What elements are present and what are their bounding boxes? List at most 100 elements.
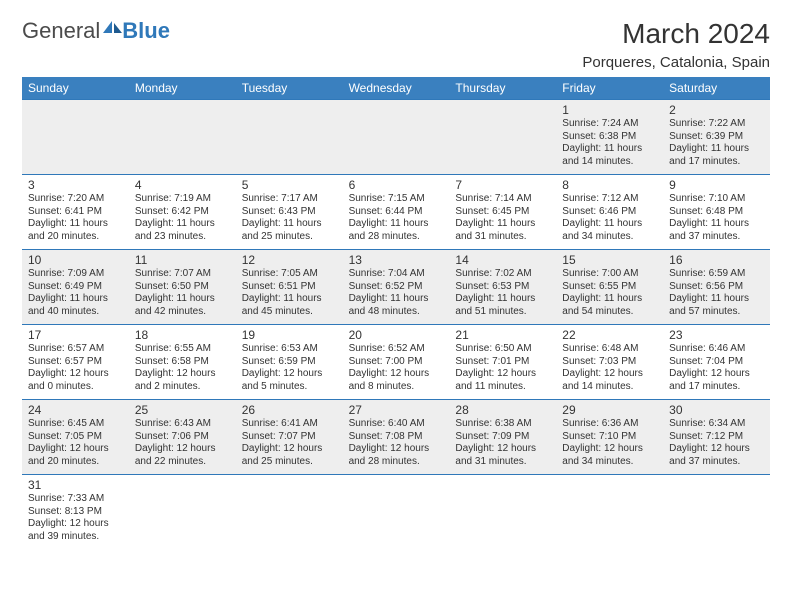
calendar-empty-cell (449, 474, 556, 549)
day-number: 18 (135, 328, 230, 342)
day1-text: Daylight: 12 hours (242, 368, 337, 381)
sunset-text: Sunset: 6:55 PM (562, 281, 657, 294)
day2-text: and 14 minutes. (562, 381, 657, 394)
day-number: 31 (28, 478, 123, 492)
day1-text: Daylight: 11 hours (349, 293, 444, 306)
calendar-day-cell: 19Sunrise: 6:53 AMSunset: 6:59 PMDayligh… (236, 324, 343, 399)
sunrise-text: Sunrise: 7:09 AM (28, 268, 123, 281)
calendar-empty-cell (129, 99, 236, 174)
day2-text: and 20 minutes. (28, 231, 123, 244)
calendar-week-row: 10Sunrise: 7:09 AMSunset: 6:49 PMDayligh… (22, 249, 770, 324)
calendar-empty-cell (129, 474, 236, 549)
day1-text: Daylight: 12 hours (28, 518, 123, 531)
day-number: 30 (669, 403, 764, 417)
day-number: 16 (669, 253, 764, 267)
day-number: 5 (242, 178, 337, 192)
calendar-empty-cell (343, 99, 450, 174)
day-number: 8 (562, 178, 657, 192)
day2-text: and 37 minutes. (669, 231, 764, 244)
calendar-day-cell: 24Sunrise: 6:45 AMSunset: 7:05 PMDayligh… (22, 399, 129, 474)
day-number: 19 (242, 328, 337, 342)
day-number: 23 (669, 328, 764, 342)
weekday-header: Saturday (663, 77, 770, 99)
day-number: 12 (242, 253, 337, 267)
day1-text: Daylight: 12 hours (349, 368, 444, 381)
day2-text: and 8 minutes. (349, 381, 444, 394)
day-number: 6 (349, 178, 444, 192)
day-number: 17 (28, 328, 123, 342)
calendar-day-cell: 8Sunrise: 7:12 AMSunset: 6:46 PMDaylight… (556, 174, 663, 249)
calendar: Sunday Monday Tuesday Wednesday Thursday… (22, 77, 770, 549)
day1-text: Daylight: 11 hours (135, 218, 230, 231)
sunrise-text: Sunrise: 6:50 AM (455, 343, 550, 356)
day-number: 22 (562, 328, 657, 342)
day1-text: Daylight: 12 hours (28, 368, 123, 381)
brand-word-general: General (22, 18, 100, 44)
day-number: 14 (455, 253, 550, 267)
sunset-text: Sunset: 6:52 PM (349, 281, 444, 294)
day2-text: and 34 minutes. (562, 456, 657, 469)
calendar-day-cell: 26Sunrise: 6:41 AMSunset: 7:07 PMDayligh… (236, 399, 343, 474)
calendar-day-cell: 4Sunrise: 7:19 AMSunset: 6:42 PMDaylight… (129, 174, 236, 249)
calendar-day-cell: 11Sunrise: 7:07 AMSunset: 6:50 PMDayligh… (129, 249, 236, 324)
calendar-day-cell: 30Sunrise: 6:34 AMSunset: 7:12 PMDayligh… (663, 399, 770, 474)
sunset-text: Sunset: 6:56 PM (669, 281, 764, 294)
weekday-header: Thursday (449, 77, 556, 99)
day2-text: and 20 minutes. (28, 456, 123, 469)
sunrise-text: Sunrise: 7:22 AM (669, 118, 764, 131)
day1-text: Daylight: 12 hours (135, 368, 230, 381)
calendar-empty-cell (236, 474, 343, 549)
calendar-week-row: 17Sunrise: 6:57 AMSunset: 6:57 PMDayligh… (22, 324, 770, 399)
sunrise-text: Sunrise: 7:17 AM (242, 193, 337, 206)
sunrise-text: Sunrise: 6:45 AM (28, 418, 123, 431)
day2-text: and 51 minutes. (455, 306, 550, 319)
sunrise-text: Sunrise: 6:52 AM (349, 343, 444, 356)
sunset-text: Sunset: 6:48 PM (669, 206, 764, 219)
page-header: General Blue March 2024 Porqueres, Catal… (22, 18, 770, 71)
sunset-text: Sunset: 6:45 PM (455, 206, 550, 219)
day1-text: Daylight: 12 hours (135, 443, 230, 456)
calendar-day-cell: 14Sunrise: 7:02 AMSunset: 6:53 PMDayligh… (449, 249, 556, 324)
sunset-text: Sunset: 8:13 PM (28, 506, 123, 519)
weekday-header: Wednesday (343, 77, 450, 99)
day-number: 28 (455, 403, 550, 417)
day1-text: Daylight: 11 hours (562, 143, 657, 156)
sunrise-text: Sunrise: 7:15 AM (349, 193, 444, 206)
sunrise-text: Sunrise: 6:46 AM (669, 343, 764, 356)
day2-text: and 5 minutes. (242, 381, 337, 394)
calendar-day-cell: 3Sunrise: 7:20 AMSunset: 6:41 PMDaylight… (22, 174, 129, 249)
sunset-text: Sunset: 6:42 PM (135, 206, 230, 219)
sunrise-text: Sunrise: 7:00 AM (562, 268, 657, 281)
day1-text: Daylight: 11 hours (455, 218, 550, 231)
weekday-header-row: Sunday Monday Tuesday Wednesday Thursday… (22, 77, 770, 99)
calendar-empty-cell (449, 99, 556, 174)
sunset-text: Sunset: 6:53 PM (455, 281, 550, 294)
sunrise-text: Sunrise: 7:07 AM (135, 268, 230, 281)
calendar-day-cell: 17Sunrise: 6:57 AMSunset: 6:57 PMDayligh… (22, 324, 129, 399)
day2-text: and 34 minutes. (562, 231, 657, 244)
calendar-week-row: 3Sunrise: 7:20 AMSunset: 6:41 PMDaylight… (22, 174, 770, 249)
day2-text: and 42 minutes. (135, 306, 230, 319)
sunrise-text: Sunrise: 7:19 AM (135, 193, 230, 206)
day1-text: Daylight: 12 hours (669, 443, 764, 456)
sunset-text: Sunset: 7:06 PM (135, 431, 230, 444)
calendar-day-cell: 23Sunrise: 6:46 AMSunset: 7:04 PMDayligh… (663, 324, 770, 399)
sunset-text: Sunset: 6:39 PM (669, 131, 764, 144)
day2-text: and 28 minutes. (349, 231, 444, 244)
brand-word-blue: Blue (122, 18, 170, 44)
day1-text: Daylight: 11 hours (562, 218, 657, 231)
calendar-empty-cell (556, 474, 663, 549)
day2-text: and 25 minutes. (242, 231, 337, 244)
calendar-week-row: 31Sunrise: 7:33 AMSunset: 8:13 PMDayligh… (22, 474, 770, 549)
day2-text: and 31 minutes. (455, 456, 550, 469)
sunset-text: Sunset: 7:07 PM (242, 431, 337, 444)
sunrise-text: Sunrise: 6:59 AM (669, 268, 764, 281)
sail-icon (102, 15, 124, 41)
day2-text: and 31 minutes. (455, 231, 550, 244)
calendar-day-cell: 18Sunrise: 6:55 AMSunset: 6:58 PMDayligh… (129, 324, 236, 399)
day2-text: and 39 minutes. (28, 531, 123, 544)
sunrise-text: Sunrise: 6:43 AM (135, 418, 230, 431)
day-number: 20 (349, 328, 444, 342)
day2-text: and 14 minutes. (562, 156, 657, 169)
day1-text: Daylight: 12 hours (455, 368, 550, 381)
